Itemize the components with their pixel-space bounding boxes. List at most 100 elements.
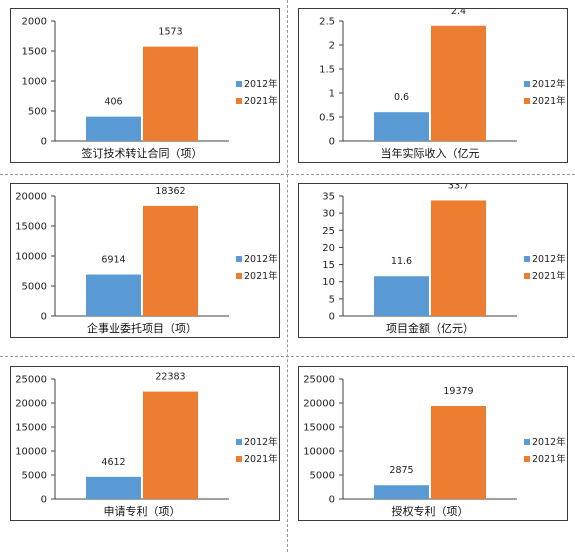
legend-label: 2021年 [244, 95, 278, 107]
legend-swatch [524, 256, 530, 262]
y-tick-label: 25000 [15, 375, 47, 386]
legend-swatch [524, 439, 530, 445]
y-tick-label: 2 [329, 41, 335, 52]
data-label: 11.6 [391, 256, 412, 267]
y-tick-label: 30 [322, 209, 335, 220]
bar-2021 [143, 205, 198, 316]
y-tick-label: 15000 [15, 222, 47, 233]
legend-swatch [524, 81, 530, 87]
data-label: 19379 [443, 386, 473, 397]
legend-swatch [236, 81, 242, 87]
legend-swatch [236, 439, 242, 445]
x-axis-label: 签订技术转让合同（项） [82, 146, 203, 160]
chart-panel-contracts: 0 500 1000 1500 2000 406 1573 签订技术转让合同（项） 2012年 2… [10, 8, 280, 163]
chart-panel-commissioned: 0 5000 10000 15000 20000 6914 18362 企事业委托项目（项） 2… [10, 183, 280, 338]
y-tick-label: 0 [41, 495, 47, 506]
data-label: 1573 [158, 27, 182, 38]
y-tick-label: 1.5 [319, 65, 335, 76]
data-label: 6914 [101, 255, 125, 266]
bar-2012 [374, 112, 429, 141]
bar-2012 [86, 476, 141, 499]
y-tick-label: 15000 [15, 423, 47, 434]
bar-2021 [143, 46, 198, 142]
bar-chart: 0 5000 10000 15000 20000 25000 2875 19379 授权专利（项… [303, 375, 566, 519]
y-tick-label: 20000 [303, 399, 335, 410]
bar-chart: 0 5000 10000 15000 20000 6914 18362 企事业委托项目（项） 2… [15, 186, 278, 335]
y-tick-label: 0.5 [319, 113, 335, 124]
y-tick-label: 1 [329, 89, 335, 100]
bar-2021 [143, 391, 198, 499]
legend-label: 2012年 [244, 436, 278, 448]
y-tick-label: 20000 [15, 192, 47, 203]
data-label: 18362 [155, 186, 185, 197]
x-axis-label: 当年实际收入（亿元 [381, 146, 480, 160]
bar-2012 [374, 485, 429, 499]
legend-swatch [236, 456, 242, 462]
bar-2012 [86, 116, 141, 141]
data-label: 22383 [155, 372, 185, 383]
y-tick-label: 0 [329, 137, 335, 148]
chart-panel-income: 0 0.5 1 1.5 2 2.5 0.6 2.4 当年实际收入（亿元 2012年 2021年 [298, 8, 568, 163]
y-tick-label: 2000 [22, 17, 47, 28]
bar-2012 [86, 274, 141, 316]
data-label: 2.4 [451, 9, 466, 17]
legend-swatch [524, 273, 530, 279]
y-tick-label: 20000 [15, 399, 47, 410]
y-tick-label: 5000 [310, 471, 335, 482]
y-tick-label: 0 [41, 312, 47, 323]
bar-chart: 0 0.5 1 1.5 2 2.5 0.6 2.4 当年实际收入（亿元 2012年 2021年 [319, 9, 566, 160]
y-tick-label: 0 [41, 137, 47, 148]
y-tick-label: 10000 [303, 447, 335, 458]
y-tick-label: 2.5 [319, 17, 335, 28]
x-axis-label: 企事业委托项目（项） [87, 321, 197, 335]
legend-label: 2021年 [532, 95, 566, 107]
y-tick-label: 15000 [303, 423, 335, 434]
x-axis-label: 项目金额（亿元） [386, 321, 474, 335]
legend-swatch [236, 256, 242, 262]
y-tick-label: 25 [322, 226, 335, 237]
bar-2021 [431, 200, 486, 316]
bar-chart: 0 5 10 15 20 25 30 35 11.6 33.7 项目金额（亿元） 2012年 2021年 [322, 184, 566, 335]
y-tick-label: 10000 [15, 447, 47, 458]
legend-label: 2021年 [532, 453, 566, 465]
chart-panel-granted-patents: 0 5000 10000 15000 20000 25000 2875 19379 授权专利（项… [298, 366, 568, 521]
y-tick-label: 1500 [22, 47, 47, 58]
data-label: 0.6 [394, 92, 409, 103]
legend-swatch [524, 98, 530, 104]
y-tick-label: 15 [322, 260, 335, 271]
data-label: 2875 [389, 465, 413, 476]
legend-label: 2012年 [244, 78, 278, 90]
y-tick-label: 1000 [22, 77, 47, 88]
y-tick-label: 5000 [22, 282, 47, 293]
legend-label: 2021年 [244, 453, 278, 465]
bar-2021 [431, 25, 486, 141]
bar-2012 [374, 276, 429, 316]
legend-swatch [236, 273, 242, 279]
legend-label: 2012年 [532, 78, 566, 90]
x-axis-label: 申请专利（项） [104, 504, 181, 518]
y-tick-label: 10000 [15, 252, 47, 263]
bar-chart: 0 5000 10000 15000 20000 25000 4612 22383 申请专利（项… [15, 372, 278, 518]
data-label: 406 [104, 97, 122, 108]
chart-panel-patent-applications: 0 5000 10000 15000 20000 25000 4612 22383 申请专利（项… [10, 366, 280, 521]
y-tick-label: 10 [322, 277, 335, 288]
legend-swatch [236, 98, 242, 104]
legend-swatch [524, 456, 530, 462]
data-label: 4612 [101, 457, 125, 468]
y-tick-label: 0 [329, 495, 335, 506]
legend-label: 2021年 [244, 270, 278, 282]
y-tick-label: 5000 [22, 471, 47, 482]
bar-chart: 0 500 1000 1500 2000 406 1573 签订技术转让合同（项） 2012年 2… [22, 17, 279, 161]
x-axis-label: 授权专利（项） [392, 504, 469, 518]
y-tick-label: 35 [322, 192, 335, 203]
data-label: 33.7 [448, 184, 469, 191]
legend-label: 2012年 [532, 253, 566, 265]
y-tick-label: 0 [329, 312, 335, 323]
bar-2021 [431, 405, 486, 499]
y-tick-label: 500 [28, 107, 47, 118]
legend-label: 2012年 [244, 253, 278, 265]
y-tick-label: 20 [322, 243, 335, 254]
y-tick-label: 25000 [303, 375, 335, 386]
chart-panel-project-amount: 0 5 10 15 20 25 30 35 11.6 33.7 项目金额（亿元） 2012年 2021年 [298, 183, 568, 338]
